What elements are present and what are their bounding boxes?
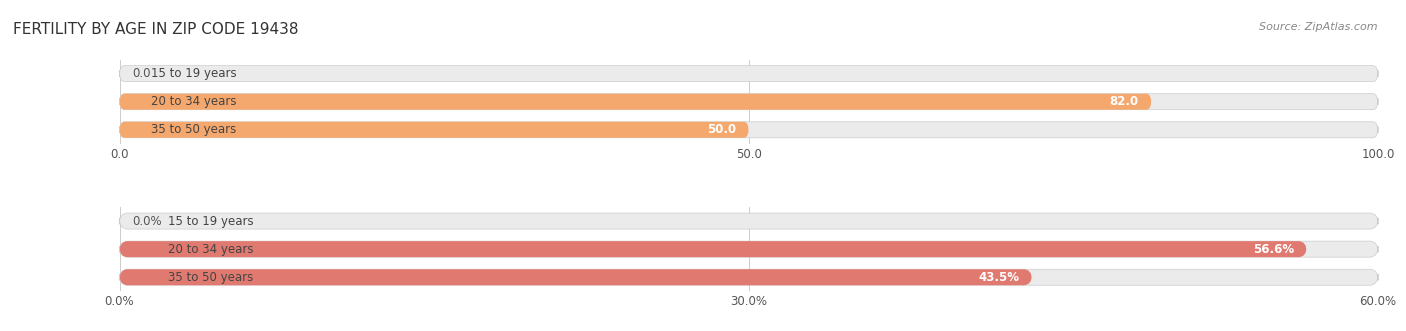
Text: Source: ZipAtlas.com: Source: ZipAtlas.com xyxy=(1260,22,1378,32)
Text: 50.0: 50.0 xyxy=(707,123,737,136)
Text: 0.0%: 0.0% xyxy=(132,214,162,228)
Text: FERTILITY BY AGE IN ZIP CODE 19438: FERTILITY BY AGE IN ZIP CODE 19438 xyxy=(13,22,298,37)
Text: 15 to 19 years: 15 to 19 years xyxy=(167,214,253,228)
Text: 43.5%: 43.5% xyxy=(979,271,1019,284)
FancyBboxPatch shape xyxy=(120,213,1378,229)
FancyBboxPatch shape xyxy=(120,94,1378,110)
FancyBboxPatch shape xyxy=(120,66,1378,82)
Text: 15 to 19 years: 15 to 19 years xyxy=(150,67,236,80)
Text: 56.6%: 56.6% xyxy=(1253,243,1294,256)
Text: 35 to 50 years: 35 to 50 years xyxy=(167,271,253,284)
FancyBboxPatch shape xyxy=(120,122,749,138)
Text: 35 to 50 years: 35 to 50 years xyxy=(150,123,236,136)
FancyBboxPatch shape xyxy=(120,122,1378,138)
FancyBboxPatch shape xyxy=(120,94,1152,110)
Text: 20 to 34 years: 20 to 34 years xyxy=(167,243,253,256)
Text: 20 to 34 years: 20 to 34 years xyxy=(150,95,236,108)
Text: 82.0: 82.0 xyxy=(1109,95,1139,108)
FancyBboxPatch shape xyxy=(120,241,1378,257)
FancyBboxPatch shape xyxy=(120,269,1032,285)
FancyBboxPatch shape xyxy=(120,269,1378,285)
FancyBboxPatch shape xyxy=(120,241,1306,257)
Text: 0.0: 0.0 xyxy=(132,67,150,80)
